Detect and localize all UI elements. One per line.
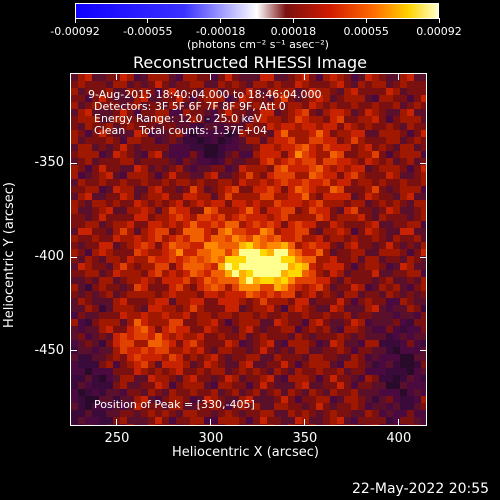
y-axis-label: Heliocentric Y (arcsec) [2,182,17,328]
y-tick [71,350,77,352]
y-tick-label: -350 [34,155,64,171]
x-tick-top [210,74,212,80]
colorbar-tick [74,18,76,23]
x-tick [210,419,212,425]
colorbar-tick-label: 0.00092 [416,25,462,38]
x-tick-top [304,74,306,80]
x-tick-label: 300 [198,431,224,446]
info-time-range: 9-Aug-2015 18:40:04.000 to 18:46:04.000 [88,88,322,101]
y-tick-right [420,162,426,164]
y-tick-label: -450 [34,342,64,358]
x-tick [304,419,306,425]
colorbar-tick [292,18,294,23]
y-tick-right [420,256,426,258]
plot-title: Reconstructed RHESSI Image [133,53,367,72]
info-energy-range: Energy Range: 12.0 - 25.0 keV [94,112,262,125]
colorbar-tick [365,18,367,23]
y-tick [71,256,77,258]
x-tick-top [398,74,400,80]
x-tick [116,419,118,425]
x-tick-label: 250 [104,431,130,446]
colorbar-tick [220,18,222,23]
x-tick-label: 400 [386,431,412,446]
footer-date: 22-May-2022 20:55 [352,481,490,497]
y-tick [71,162,77,164]
colorbar-tick-label: 0.00055 [343,25,389,38]
colorbar [75,3,439,19]
colorbar-tick [438,18,440,23]
x-tick-top [116,74,118,80]
info-peak-position: Position of Peak = [330,-405] [94,398,255,411]
colorbar-tick-label: 0.00018 [270,25,317,38]
x-axis-label: Heliocentric X (arcsec) [172,445,319,460]
y-tick-right [420,350,426,352]
colorbar-tick [147,18,149,23]
x-tick [398,419,400,425]
info-clean-counts: Clean Total counts: 1.37E+04 [94,124,268,137]
info-detectors: Detectors: 3F 5F 6F 7F 8F 9F, Att 0 [94,100,286,113]
colorbar-tick-label: -0.00092 [50,25,100,38]
colorbar-units-label: (photons cm⁻² s⁻¹ asec⁻²) [187,38,329,51]
colorbar-tick-label: -0.00018 [195,25,246,38]
colorbar-tick-label: -0.00055 [123,25,173,38]
rhessi-heatmap [71,74,426,425]
rhessi-image [70,73,427,426]
x-tick-label: 350 [292,431,318,446]
y-tick-label: -400 [34,249,64,264]
